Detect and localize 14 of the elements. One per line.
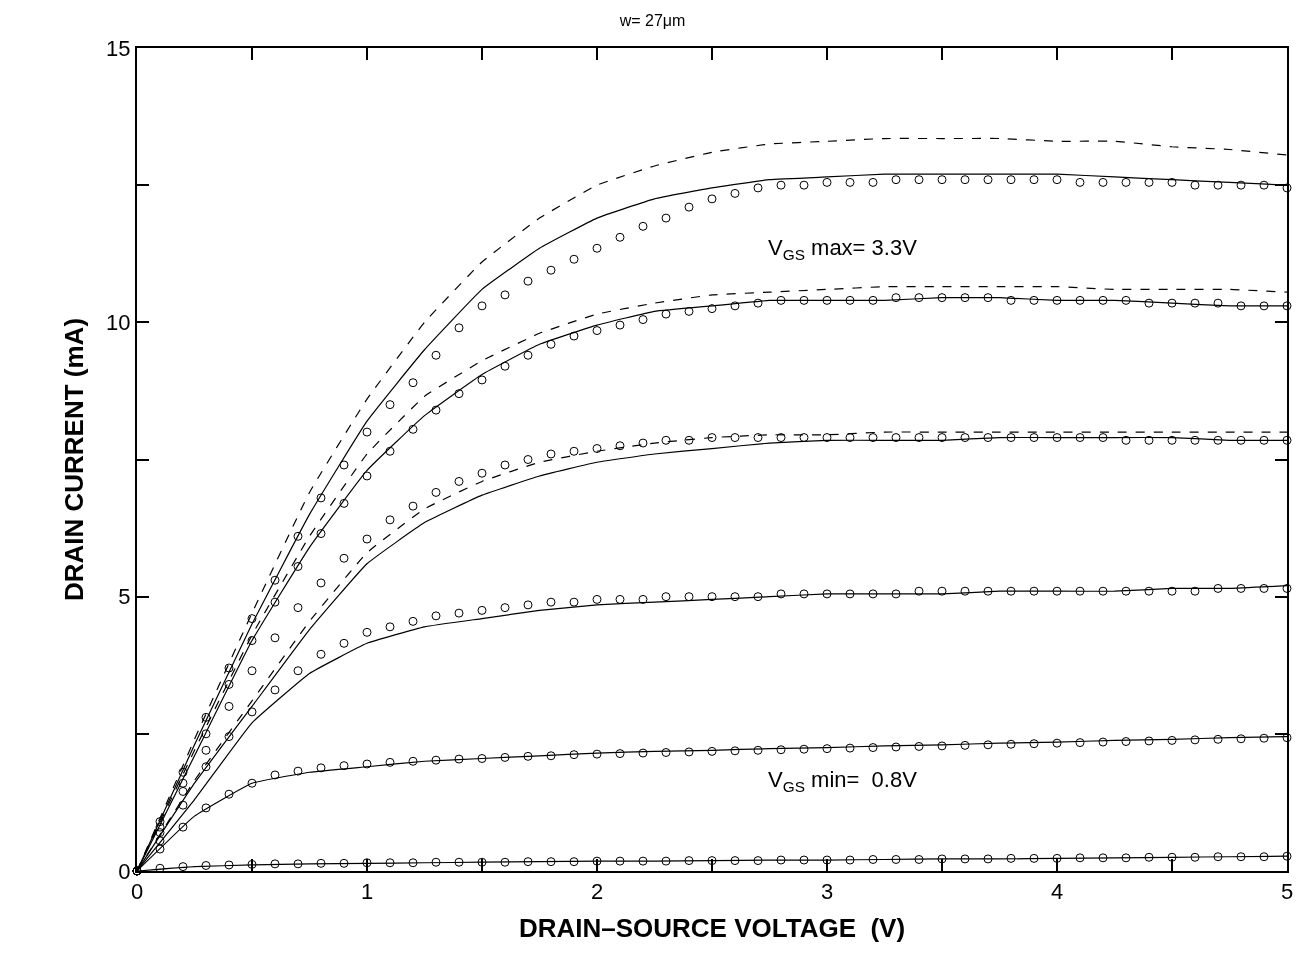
y-axis-title: DRAIN CURRENT (mA)	[59, 317, 90, 602]
y-tick-label: 15	[106, 35, 131, 61]
chart-title: w= 27μm	[618, 11, 686, 29]
y-tick-label: 0	[118, 858, 131, 884]
x-tick-label: 2	[590, 879, 604, 905]
annotation: V$_{GS}$ min= 0.8V	[768, 767, 918, 795]
x-tick-label: 4	[1050, 879, 1064, 905]
x-tick-label: 5	[1280, 879, 1294, 905]
y-tick-label: 5	[118, 584, 131, 610]
x-tick-label: 3	[820, 879, 834, 905]
y-tick-label: 10	[106, 310, 131, 336]
annotation: V$_{GS}$ max= 3.3V	[768, 235, 918, 263]
x-axis-title: DRAIN–SOURCE VOLTAGE (V)	[518, 912, 906, 943]
x-tick-label: 1	[360, 879, 374, 905]
